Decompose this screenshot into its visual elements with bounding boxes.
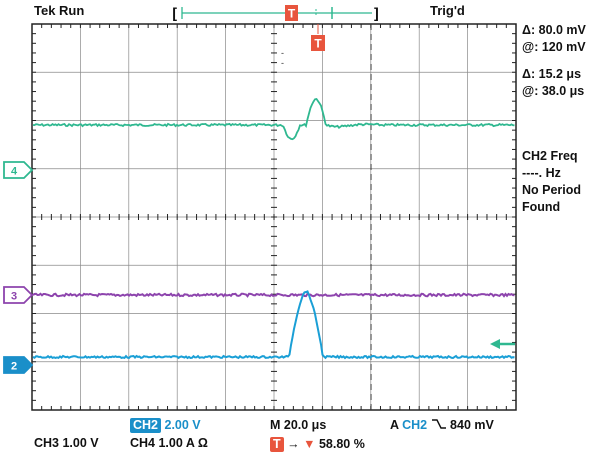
cursor-tick-upper: -	[281, 48, 284, 58]
timebase-readout[interactable]: M 20.0 μs	[270, 418, 327, 432]
trigger-position-value: 58.80 %	[318, 437, 365, 451]
cursor-at-voltage: @: 120 mV	[522, 40, 586, 54]
trigger-source-channel: CH2	[402, 418, 428, 432]
trigger-down-arrow-icon: ▼	[303, 437, 316, 451]
ch4-scale-readout[interactable]: CH4 1.00 A Ω	[130, 436, 208, 450]
trigger-t-badge: T	[270, 437, 284, 452]
graticule	[31, 23, 517, 411]
run-status: Tek Run	[34, 3, 85, 18]
ch2-scale-value: 2.00 V	[164, 418, 201, 432]
trigger-position-marker[interactable]: T	[311, 24, 325, 51]
ch3-waveform	[32, 292, 515, 298]
ch2-marker-label: 2	[11, 361, 17, 373]
record-bracket-left: [	[170, 5, 179, 23]
ch3-marker-label: 3	[11, 291, 17, 303]
record-trigger-marker[interactable]	[285, 5, 298, 21]
falling-edge-icon	[431, 419, 446, 429]
ch4-waveform	[32, 98, 515, 141]
trigger-level-value: 840 mV	[450, 418, 494, 432]
ch2-waveform	[32, 290, 515, 360]
trigger-mode-label: A	[390, 418, 399, 432]
cursor-tick-lower: -	[281, 58, 284, 68]
ch4-marker-label: 4	[11, 166, 18, 178]
ch3-scale-readout[interactable]: CH3 1.00 V	[34, 436, 99, 450]
trigger-level-arrow[interactable]	[490, 339, 515, 349]
measurement-note-line1: No Period	[522, 183, 582, 197]
arrow-right-icon: →	[287, 437, 300, 451]
trigger-position-readout[interactable]: T → ▼ 58.80 %	[270, 437, 365, 452]
cursor-delta-time: Δ: 15.2 μs	[522, 67, 582, 81]
trigger-position-label: T	[314, 37, 322, 51]
ch2-scale-readout[interactable]: CH2 2.00 V	[130, 418, 201, 433]
record-trigger-marker-label: T	[288, 7, 296, 21]
measurement-note-line2: Found	[522, 200, 561, 214]
cursor-at-time: @: 38.0 μs	[522, 84, 585, 98]
ch3-marker[interactable]: 3	[3, 286, 34, 304]
record-view-bar[interactable]: [ ] T	[170, 5, 381, 23]
trigger-status: Trig'd	[430, 3, 465, 18]
record-bracket-right: ]	[372, 5, 381, 23]
measurement-title: CH2 Freq	[522, 149, 578, 163]
ch4-marker[interactable]: 4	[3, 161, 34, 179]
ch2-marker[interactable]: 2	[3, 356, 34, 374]
trigger-source-readout[interactable]: A CH2 840 mV	[390, 418, 494, 432]
measurement-value: ----. Hz	[522, 166, 561, 180]
ch2-badge: CH2	[130, 418, 162, 433]
cursor-delta-voltage: Δ: 80.0 mV	[522, 23, 586, 37]
